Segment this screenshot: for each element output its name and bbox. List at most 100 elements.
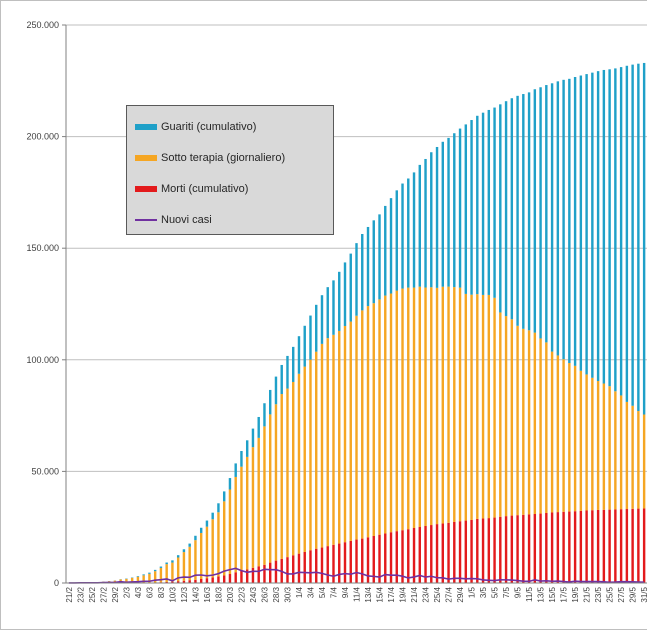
x-tick-label: 15/5 — [548, 586, 557, 602]
bar-segment — [562, 359, 565, 512]
bar-segment — [286, 557, 289, 583]
bar-segment — [211, 519, 214, 578]
bar-segment — [539, 338, 542, 514]
bar-segment — [136, 576, 140, 583]
bar-segment — [309, 359, 312, 551]
bar-segment — [550, 512, 554, 583]
bar-segment — [303, 325, 306, 367]
bar-segment — [533, 89, 537, 333]
x-tick-label: 30/3 — [283, 586, 292, 602]
bar-segment — [130, 577, 134, 583]
y-tick-label: 50.000 — [31, 466, 59, 476]
bar-segment — [545, 512, 548, 583]
bar-segment — [228, 574, 232, 583]
bar-segment — [441, 523, 444, 583]
x-tick-label: 17/5 — [560, 586, 569, 602]
x-tick-label: 21/2 — [65, 586, 74, 602]
bar-segment — [441, 141, 444, 287]
bar-segment — [395, 190, 398, 291]
bar-segment — [424, 158, 427, 288]
bar-segment — [504, 316, 508, 517]
bar-segment — [188, 543, 191, 547]
x-tick-label: 23/5 — [594, 586, 603, 602]
bar-segment — [637, 411, 640, 509]
bar-segment — [591, 72, 594, 378]
bar-segment — [418, 164, 421, 287]
bar-segment — [424, 287, 427, 526]
bar-segment — [176, 555, 180, 558]
bar-segment — [602, 383, 606, 510]
bar-segment — [171, 560, 174, 563]
bar-segment — [263, 564, 266, 583]
x-tick-label: 23/4 — [422, 586, 431, 602]
bar-segment — [332, 334, 335, 545]
bar-segment — [418, 527, 421, 583]
bar-segment — [211, 577, 214, 583]
bar-segment — [487, 518, 491, 583]
bar-segment — [240, 570, 243, 583]
bar-segment — [349, 540, 352, 583]
x-tick-label: 29/4 — [456, 586, 465, 602]
bar-segment — [165, 564, 168, 582]
bar-segment — [349, 253, 352, 322]
legend-swatch — [135, 219, 157, 221]
bar-segment — [608, 69, 611, 387]
bar-segment — [585, 74, 588, 375]
bar-segment — [320, 547, 324, 583]
bar-segment — [619, 67, 623, 396]
bar-segment — [211, 512, 214, 520]
x-tick-label: 28/3 — [272, 586, 281, 602]
bar-segment — [407, 178, 410, 288]
bar-segment — [222, 491, 226, 502]
bar-segment — [579, 370, 583, 511]
bar-segment — [286, 388, 289, 558]
bar-segment — [458, 287, 462, 522]
series-line — [68, 567, 645, 584]
bar-segment — [292, 555, 295, 583]
bar-segment — [499, 104, 502, 313]
bar-segment — [631, 405, 634, 509]
bar-segment — [522, 328, 525, 515]
x-tick-label: 11/4 — [353, 586, 362, 602]
bar-segment — [430, 152, 433, 288]
bar-segment — [222, 575, 226, 583]
bar-segment — [355, 243, 358, 316]
bar-segment — [297, 373, 301, 554]
bar-segment — [516, 325, 519, 516]
x-tick-label: 3/4 — [306, 586, 315, 598]
bar-segment — [326, 546, 329, 583]
bar-segment — [251, 447, 255, 568]
bar-segment — [430, 525, 433, 583]
bar-segment — [269, 562, 272, 583]
x-tick-label: 12/3 — [180, 586, 189, 602]
bar-segment — [631, 64, 634, 406]
bar-segment — [136, 576, 140, 577]
bar-segment — [424, 525, 427, 583]
bar-segment — [217, 576, 220, 583]
bar-segment — [470, 294, 473, 520]
bar-segment — [447, 522, 450, 583]
x-tick-label: 14/3 — [191, 586, 200, 602]
bar-segment — [274, 404, 278, 561]
bar-segment — [447, 286, 450, 523]
bar-segment — [389, 532, 393, 583]
bar-segment — [510, 515, 514, 583]
bar-segment — [441, 286, 444, 524]
bar-segment — [642, 414, 646, 509]
bar-segment — [228, 489, 232, 574]
bar-segment — [269, 414, 272, 563]
x-tick-label: 13/5 — [537, 586, 546, 602]
bar-segment — [493, 517, 496, 583]
bar-segment — [332, 544, 335, 583]
legend-swatch — [135, 155, 157, 161]
bar-segment — [447, 137, 450, 287]
x-tick-label: 27/2 — [99, 586, 108, 602]
bar-segment — [297, 336, 301, 374]
bar-segment — [194, 535, 197, 541]
bar-segment — [401, 288, 404, 531]
y-axis: 0 50.000 100.000 150.000 200.000 250.000 — [26, 20, 67, 588]
bar-segment — [338, 271, 341, 331]
bar-segment — [182, 580, 186, 583]
bar-segment — [430, 287, 433, 526]
x-tick-label: 21/5 — [583, 586, 592, 602]
